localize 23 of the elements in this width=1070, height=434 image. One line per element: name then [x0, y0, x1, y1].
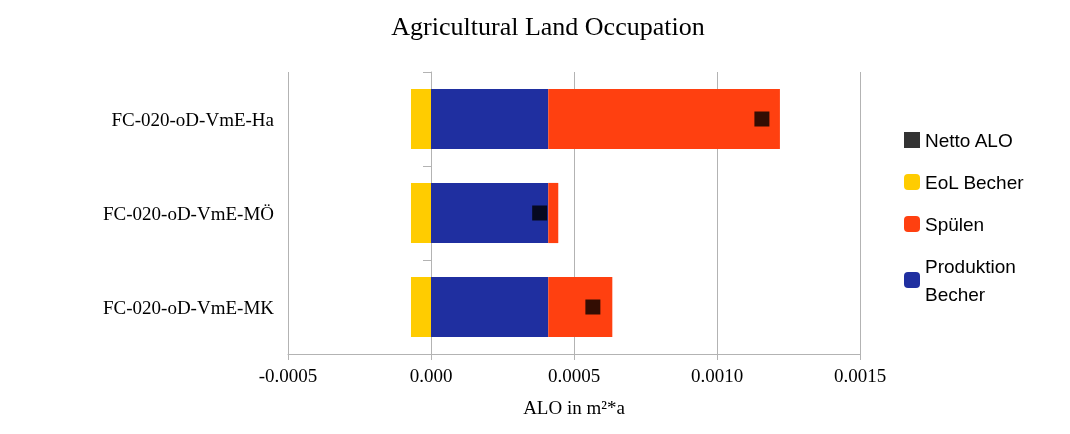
x-tick-label: -0.0005: [258, 365, 318, 386]
bar: [548, 182, 559, 244]
bar: [548, 88, 780, 150]
legend-label: Netto ALO: [925, 129, 1013, 151]
bar: [410, 88, 431, 150]
y-tick-label: FC-020-oD-VmE-Ha: [111, 108, 275, 130]
x-tick-label: 0.0015: [833, 365, 887, 386]
bar: [548, 276, 613, 338]
y-tick-label: FC-020-oD-VmE-MK: [103, 296, 275, 318]
legend-label: Produktion Becher: [925, 255, 1022, 305]
bar: [431, 182, 549, 244]
x-tick-label: 0.0010: [690, 365, 744, 386]
chart-title: Agricultural Land Occupation: [391, 11, 705, 41]
x-tick-label: 0.000: [409, 365, 453, 386]
bar: [410, 182, 431, 244]
x-axis-title: ALO in m²*a: [523, 397, 626, 418]
legend-label: EoL Becher: [925, 171, 1025, 193]
bar: [431, 276, 549, 338]
legend-label: Spülen: [925, 213, 985, 235]
bar: [410, 276, 431, 338]
x-tick-label: 0.0005: [547, 365, 601, 386]
bar: [431, 88, 549, 150]
y-tick-label: FC-020-oD-VmE-MÖ: [103, 202, 274, 224]
